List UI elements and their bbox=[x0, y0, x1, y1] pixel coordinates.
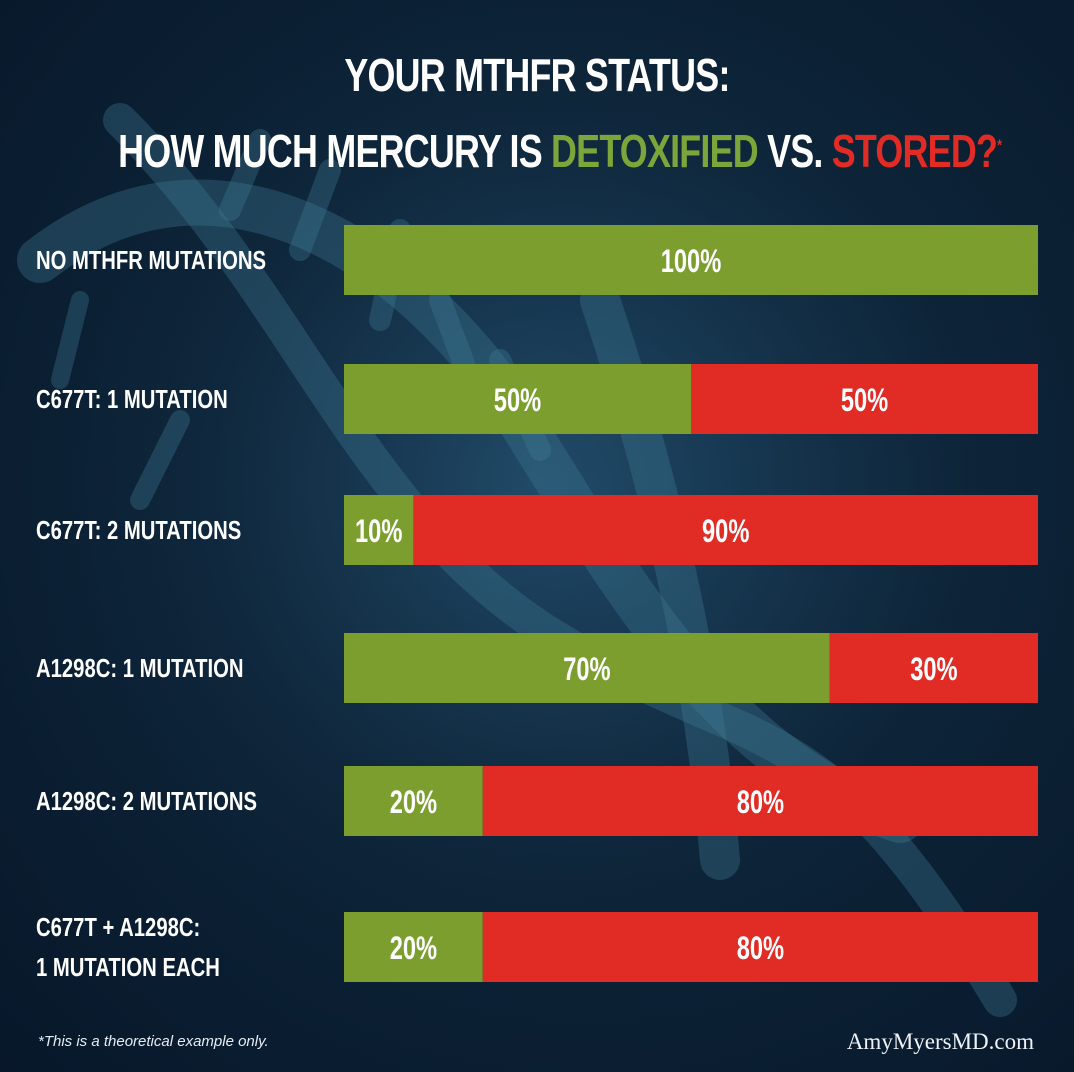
bar-segment-stored bbox=[691, 364, 1038, 434]
bar-segment-detoxified bbox=[344, 495, 414, 565]
bar-segment-detoxified bbox=[344, 766, 483, 836]
bar-value-label: 10% bbox=[355, 514, 402, 549]
row-label: C677T + A1298C: bbox=[36, 913, 200, 942]
bar-segment-stored bbox=[829, 633, 1038, 703]
bar-segment-detoxified bbox=[344, 633, 830, 703]
bar-value-label: 90% bbox=[702, 514, 749, 549]
row-label: C677T: 2 MUTATIONS bbox=[36, 516, 241, 545]
bar-value-label: 50% bbox=[841, 383, 888, 418]
bar-value-label: 70% bbox=[563, 652, 610, 687]
chart-title-line2: HOW MUCH MERCURY IS DETOXIFIED VS. STORE… bbox=[118, 125, 1002, 177]
bar-segment-stored bbox=[482, 912, 1038, 982]
title-vs: VS. bbox=[757, 125, 832, 177]
row-label: NO MTHFR MUTATIONS bbox=[36, 246, 266, 275]
bar-segment-stored bbox=[413, 495, 1038, 565]
bar-value-label: 30% bbox=[910, 652, 957, 687]
bar-segment-stored bbox=[482, 766, 1038, 836]
bar-segment-detoxified bbox=[344, 225, 1038, 295]
footnote: *This is a theoretical example only. bbox=[38, 1033, 269, 1050]
chart-title-line1: YOUR MTHFR STATUS: bbox=[344, 49, 730, 101]
bar-segment-detoxified bbox=[344, 912, 483, 982]
title-stored-word: STORED? bbox=[831, 125, 998, 177]
row-label: 1 MUTATION EACH bbox=[36, 953, 220, 982]
title-detoxified-word: DETOXIFIED bbox=[551, 125, 759, 177]
source-credit: AmyMyersMD.com bbox=[846, 1029, 1034, 1054]
bar-value-label: 50% bbox=[494, 383, 541, 418]
bar-segment-detoxified bbox=[344, 364, 691, 434]
title-prefix: HOW MUCH MERCURY IS bbox=[118, 125, 552, 177]
bar-value-label: 80% bbox=[737, 931, 784, 966]
bar-value-label: 100% bbox=[661, 244, 722, 279]
bar-value-label: 20% bbox=[390, 931, 437, 966]
bar-value-label: 80% bbox=[737, 785, 784, 820]
bar-value-label: 20% bbox=[390, 785, 437, 820]
row-label: A1298C: 2 MUTATIONS bbox=[36, 787, 257, 816]
row-label: C677T: 1 MUTATION bbox=[36, 385, 228, 414]
row-label: A1298C: 1 MUTATION bbox=[36, 654, 244, 683]
title-footnote-star: * bbox=[997, 137, 1002, 155]
